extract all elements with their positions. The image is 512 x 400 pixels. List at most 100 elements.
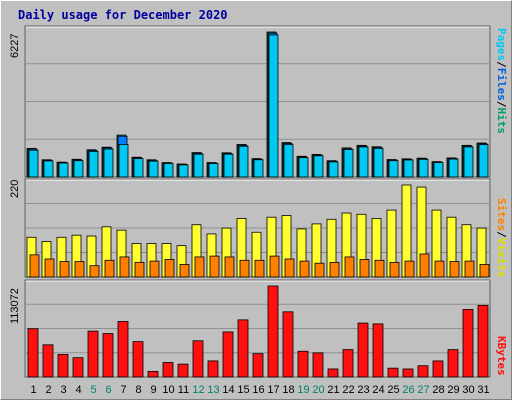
kbytes-bar <box>237 319 249 378</box>
kbytes-bar <box>387 367 399 378</box>
pages-bar <box>268 34 279 178</box>
kbytes-bar <box>372 323 384 378</box>
kbytes-bar <box>57 354 69 378</box>
sites-bar <box>464 260 475 278</box>
chart-title: Daily usage for December 2020 <box>18 8 228 22</box>
pages-bar <box>223 153 234 178</box>
pages-bar <box>208 163 219 178</box>
pages-bar <box>88 150 99 178</box>
pages-bar <box>358 146 369 178</box>
kbytes-bar <box>312 352 324 378</box>
kbytes-bar <box>177 363 189 378</box>
pages-bar <box>238 145 249 178</box>
kbytes-bar <box>72 357 84 378</box>
sites-bar <box>389 261 400 278</box>
day-label: 2 <box>45 384 51 396</box>
sites-bar <box>239 259 250 278</box>
kbytes-bar <box>222 331 234 378</box>
sites-bar <box>359 259 370 278</box>
pages-bar <box>343 149 354 178</box>
pages-bar <box>253 159 264 178</box>
day-label: 25 <box>387 384 399 396</box>
sites-bar <box>44 258 55 278</box>
day-label: 15 <box>237 384 249 396</box>
day-label: 26 <box>402 384 414 396</box>
kbytes-bar <box>342 349 354 378</box>
day-label: 21 <box>327 384 339 396</box>
kbytes-bar <box>162 362 174 378</box>
day-label: 30 <box>462 384 474 396</box>
kbytes-bar <box>477 304 489 378</box>
day-label: 9 <box>150 384 156 396</box>
pages-bar <box>448 158 459 178</box>
sites-bar <box>404 260 415 278</box>
pages-bar <box>418 158 429 178</box>
pages-bar <box>403 159 414 178</box>
sites-bar <box>254 259 265 278</box>
kbytes-bar <box>267 285 279 378</box>
pages-bar <box>43 160 54 178</box>
day-label: 5 <box>90 384 96 396</box>
sites-bar <box>134 261 145 278</box>
kbytes-bar <box>297 350 309 378</box>
kbytes-bar <box>147 370 159 378</box>
kbytes-bar <box>42 344 54 378</box>
sites-bar <box>209 255 220 278</box>
sites-bar <box>314 262 325 278</box>
day-label: 28 <box>432 384 444 396</box>
sites-bar <box>149 260 160 278</box>
day-label: 16 <box>252 384 264 396</box>
sites-bar <box>104 259 115 278</box>
day-label: 11 <box>178 384 189 396</box>
day-label: 31 <box>477 384 489 396</box>
sites-bar <box>119 256 130 278</box>
sites-bar <box>374 259 385 278</box>
day-label: 22 <box>342 384 354 396</box>
kbytes-bar <box>102 333 114 378</box>
sites-bar <box>179 264 190 278</box>
sites-bar <box>269 255 280 278</box>
day-label: 12 <box>192 384 204 396</box>
kbytes-bar <box>192 340 204 378</box>
kbytes-bar <box>462 308 474 378</box>
kbytes-bar <box>327 368 339 378</box>
sites-bar <box>329 261 340 278</box>
day-label: 7 <box>120 384 126 396</box>
kbytes-bar <box>432 360 444 378</box>
day-label: 1 <box>30 384 36 396</box>
day-label: 18 <box>282 384 294 396</box>
day-label: 20 <box>312 384 324 396</box>
sites-bar <box>284 258 295 278</box>
pages-bar <box>118 144 129 178</box>
pages-bar <box>298 157 309 178</box>
kbytes-bar <box>252 353 264 378</box>
day-label: 17 <box>267 384 279 396</box>
kbytes-bar <box>117 321 129 378</box>
pages-bar <box>313 155 324 178</box>
kbytes-bar <box>357 322 369 378</box>
kbytes-bar <box>132 341 144 378</box>
day-label: 19 <box>297 384 309 396</box>
sites-bar <box>89 265 100 278</box>
pages-bar <box>103 148 114 178</box>
pages-bar <box>178 164 189 178</box>
kbytes-bar <box>87 330 99 378</box>
kbytes-bar <box>207 360 219 378</box>
pages-bar <box>163 163 174 178</box>
sites-bar <box>434 260 445 278</box>
pages-bar <box>133 158 144 178</box>
sites-bar <box>164 259 175 278</box>
kbytes-bar <box>282 311 294 378</box>
day-label: 6 <box>105 384 111 396</box>
day-label: 10 <box>162 384 174 396</box>
day-label: 13 <box>207 384 219 396</box>
sites-bar <box>29 254 40 278</box>
pages-bar <box>148 160 159 178</box>
pages-bar <box>58 162 69 178</box>
pages-bar <box>388 160 399 178</box>
sites-bar <box>344 256 355 278</box>
kbytes-bar <box>27 328 39 378</box>
sites-bar <box>479 264 490 278</box>
pages-bar <box>478 144 489 178</box>
